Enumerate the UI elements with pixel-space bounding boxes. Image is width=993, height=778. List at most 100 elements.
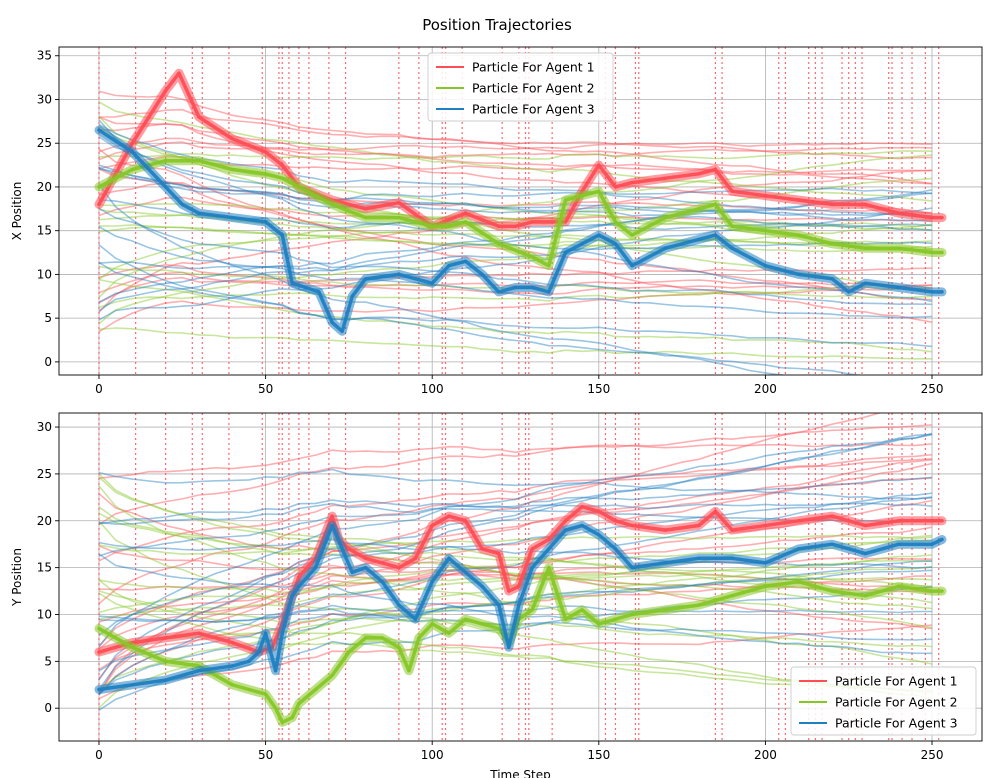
series-point [830,589,834,593]
particle-line [98,496,933,696]
series-point [797,272,801,276]
y-tick-label: 20 [37,180,52,194]
particle-line [98,458,933,680]
legend-box [790,666,977,736]
series-point [430,580,434,584]
y-tick-label: 20 [37,514,52,528]
series-point [847,290,851,294]
x-tick-label: 100 [421,382,444,396]
particle-line [98,155,933,174]
series-point [940,290,944,294]
series-point [130,645,134,649]
series-point [197,115,201,119]
series-point [463,220,468,224]
particle-line [98,278,933,353]
series-point [480,547,484,551]
y-tick-label: 15 [37,561,52,575]
particle-line [98,244,864,375]
series-point [463,570,468,574]
x-tick-label: 200 [754,748,777,762]
series-agent-2 [94,156,947,271]
chart-title: Position Trajectories [422,16,572,34]
series-point [863,523,868,528]
series-point [340,547,344,551]
series-point [530,566,534,570]
series-point [164,636,168,640]
series-point [180,202,184,206]
particle-line [98,168,933,203]
series-point [630,523,634,528]
x-tick-label: 250 [921,382,944,396]
series-point [497,603,501,607]
series-point [613,617,618,621]
y-tick-label: 5 [44,654,52,668]
series-point [247,687,251,692]
particle-line [98,468,933,500]
series-point [164,185,168,189]
series-point [930,589,934,593]
legend: Particle For Agent 1 Particle For Agent 2… [790,666,977,736]
particle-line [98,271,933,296]
particle-line [98,90,933,185]
series-point [730,224,734,228]
series-point [97,687,101,692]
series-point [380,580,384,584]
series-point [297,575,301,579]
particle-line [98,224,933,253]
legend-label-agent-2: Particle For Agent 2 [835,695,958,710]
series-point [897,584,901,589]
series-point [507,589,511,593]
series-point [613,547,618,551]
x-tick-label: 0 [95,382,103,396]
series-point [197,211,201,215]
series-point [397,272,401,276]
series-point [397,603,401,607]
particle-line [98,226,933,319]
y-tick-label: 0 [44,701,52,715]
series-point [350,294,354,298]
series-point [630,566,634,570]
series-point [290,281,294,285]
series-point [930,216,934,220]
particle-line [98,432,933,681]
series-point [463,519,468,523]
particle-line [98,108,933,160]
particle-line [98,327,932,360]
series-point [230,683,234,687]
particle-line [98,458,933,562]
series-point [314,687,318,692]
series-point [480,622,484,626]
particle-line [98,512,933,587]
series-point [713,509,718,513]
series-point [697,603,701,607]
y-tick-label: 30 [37,92,52,106]
particle-line [98,119,933,303]
particle-line [98,287,933,333]
x-tick-label: 50 [258,382,273,396]
particle-line [98,150,933,161]
series-point [280,176,284,180]
series-point [257,650,261,654]
particle-line [98,207,933,306]
series-point [364,566,368,570]
series-point [663,561,668,565]
legend-label-agent-3: Particle For Agent 3 [835,716,958,731]
y-tick-label: 0 [44,355,52,369]
particle-line [98,499,933,525]
series-point [563,198,568,202]
series-point [364,556,368,560]
x-tick-label: 250 [921,748,944,762]
y-tick-label: 15 [37,224,52,238]
series-point [164,678,168,682]
series-point [264,172,268,176]
particle-line [98,433,933,691]
series-point [730,189,734,193]
x-tick-label: 150 [587,382,610,396]
y-tick-label: 35 [37,49,52,63]
series-point [297,584,301,589]
series-point [797,580,801,584]
particle-line [98,433,933,648]
series-point [763,561,768,565]
particle-line [98,207,933,321]
series-point [630,612,634,617]
